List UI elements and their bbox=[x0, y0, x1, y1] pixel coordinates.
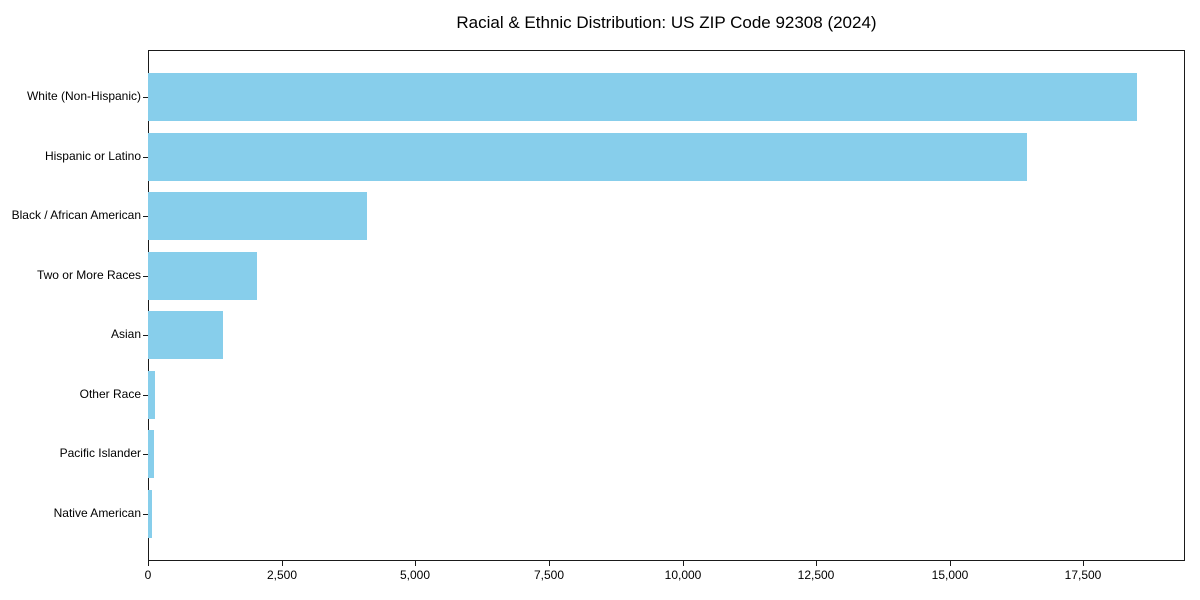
y-axis-tick bbox=[143, 454, 148, 455]
x-axis-tick bbox=[282, 561, 283, 566]
bar-white-non-hispanic bbox=[148, 73, 1137, 121]
y-axis-tick bbox=[143, 276, 148, 277]
x-axis-tick bbox=[1083, 561, 1084, 566]
chart-title: Racial & Ethnic Distribution: US ZIP Cod… bbox=[456, 13, 877, 32]
y-axis-label: Native American bbox=[53, 506, 141, 520]
y-axis-label: Two or More Races bbox=[36, 268, 141, 282]
y-axis-tick bbox=[143, 395, 148, 396]
y-axis-tick bbox=[143, 216, 148, 217]
bar-pacific-islander bbox=[148, 430, 154, 478]
y-axis-label: White (Non-Hispanic) bbox=[26, 89, 141, 103]
y-axis-tick bbox=[143, 97, 148, 98]
bar-two-or-more-races bbox=[148, 252, 257, 300]
x-axis-tick-label: 0 bbox=[144, 568, 152, 582]
y-axis-tick bbox=[143, 514, 148, 515]
x-axis-tick bbox=[415, 561, 416, 566]
x-axis-tick-label: 12,500 bbox=[797, 568, 835, 582]
x-axis-tick-label: 10,000 bbox=[664, 568, 702, 582]
x-axis-tick bbox=[816, 561, 817, 566]
x-axis-tick-label: 7,500 bbox=[533, 568, 565, 582]
x-axis-tick bbox=[549, 561, 550, 566]
x-axis-tick-label: 17,500 bbox=[1064, 568, 1102, 582]
plot-area bbox=[148, 50, 1185, 561]
x-axis-tick-label: 2,500 bbox=[266, 568, 298, 582]
bar-other-race bbox=[148, 371, 155, 419]
bar-native-american bbox=[148, 490, 152, 538]
x-axis-tick bbox=[148, 561, 149, 566]
y-axis-label: Pacific Islander bbox=[59, 446, 141, 460]
x-axis-tick bbox=[950, 561, 951, 566]
x-axis-tick-label: 5,000 bbox=[399, 568, 431, 582]
y-axis-label: Asian bbox=[110, 327, 141, 341]
y-axis-label: Other Race bbox=[79, 387, 141, 401]
bar-black-african-american bbox=[148, 192, 367, 240]
x-axis-tick-label: 15,000 bbox=[931, 568, 969, 582]
y-axis-tick bbox=[143, 335, 148, 336]
y-axis-tick bbox=[143, 157, 148, 158]
y-axis-label: Hispanic or Latino bbox=[44, 149, 141, 163]
bar-asian bbox=[148, 311, 223, 359]
y-axis-label: Black / African American bbox=[11, 208, 141, 222]
bar-hispanic-or-latino bbox=[148, 133, 1027, 181]
x-axis-tick bbox=[683, 561, 684, 566]
